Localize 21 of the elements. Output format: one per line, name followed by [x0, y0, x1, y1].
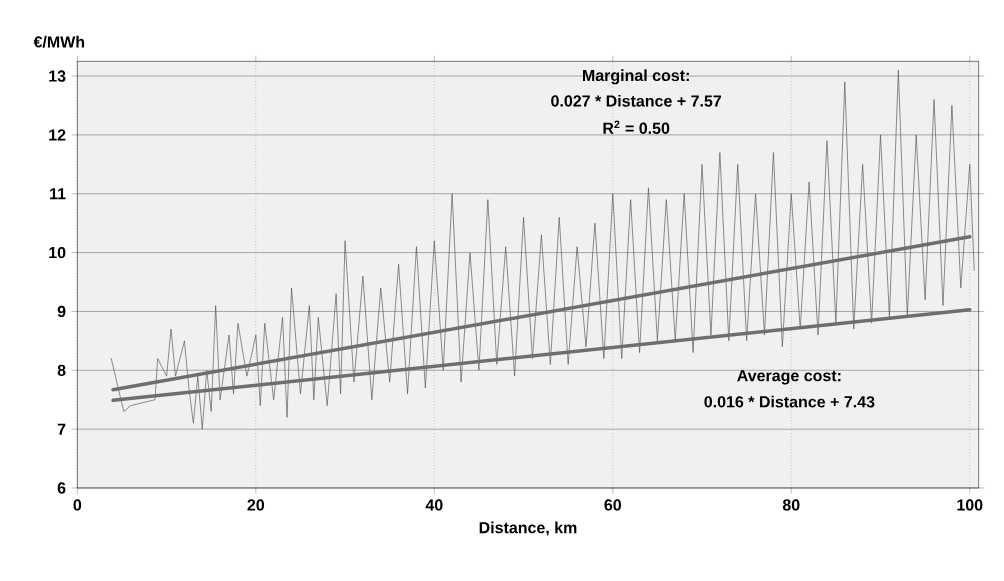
y-tick-label: 7	[57, 423, 66, 435]
x-tick-label: 0	[73, 499, 82, 511]
annotation: 0.016 * Distance + 7.43	[704, 395, 875, 408]
y-tick-label: 10	[49, 246, 66, 259]
y-axis-title: €/MWh	[33, 35, 85, 48]
annotation: 0.027 * Distance + 7.57	[551, 94, 722, 107]
x-axis-title: Distance, km	[479, 521, 577, 536]
y-tick-label: 12	[49, 129, 66, 141]
x-tick-label: 20	[247, 499, 265, 511]
annotation: Average cost:	[737, 369, 841, 385]
y-tick-label: 8	[57, 364, 66, 376]
x-tick-label: 40	[425, 499, 443, 511]
x-tick-label: 100	[957, 499, 983, 511]
y-tick-label: 11	[50, 188, 66, 200]
y-tick-label: 9	[57, 305, 66, 317]
annotation: Marginal cost:	[583, 69, 689, 85]
x-tick-label: 80	[782, 499, 800, 511]
y-tick-label: 6	[57, 482, 66, 494]
y-tick-label: 13	[49, 70, 66, 82]
x-tick-label: 60	[604, 499, 622, 511]
annotation: R$^{2}$ = 0.50	[603, 120, 670, 134]
